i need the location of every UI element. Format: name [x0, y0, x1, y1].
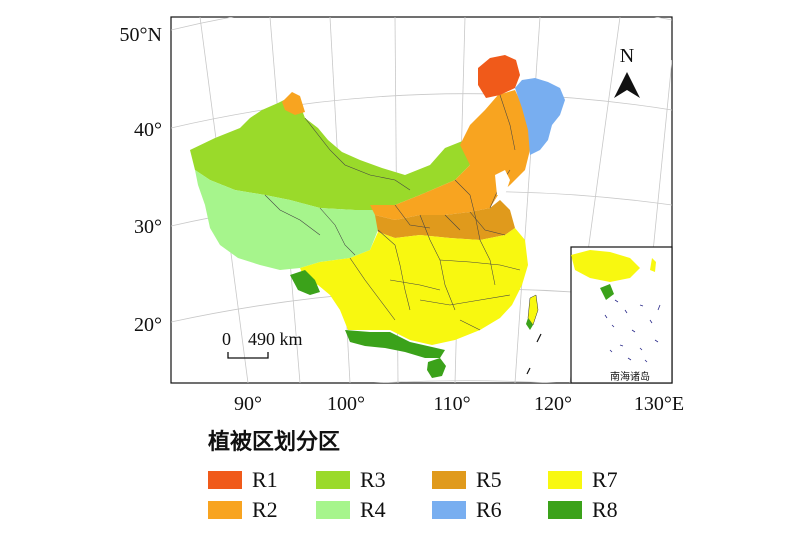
lat-label-20: 20°: [134, 314, 162, 336]
legend-item-r1: R1: [208, 467, 278, 492]
region-r1: [478, 55, 520, 98]
region-r8-south: [345, 330, 445, 358]
island-mark: [536, 333, 542, 343]
legend-label: R7: [592, 467, 618, 492]
legend-swatch: [548, 471, 582, 489]
region-taiwan-south: [526, 318, 533, 330]
region-r8: [290, 270, 320, 295]
lon-label-110: 110°: [433, 393, 470, 415]
legend-swatch: [316, 471, 350, 489]
legend-swatch: [208, 501, 242, 519]
bohai-sea: [495, 170, 510, 195]
legend-swatch: [548, 501, 582, 519]
legend-item-r5: R5: [432, 467, 502, 492]
legend-item-r4: R4: [316, 497, 386, 522]
legend-label: R3: [360, 467, 386, 492]
region-r8-hainan: [427, 358, 446, 378]
north-label: N: [620, 45, 634, 67]
lon-label-130: 130°E: [634, 393, 684, 415]
legend-swatch: [316, 501, 350, 519]
lon-label-100: 100°: [327, 393, 365, 415]
legend-title: 植被区划分区: [208, 430, 341, 455]
legend-item-r2: R2: [208, 497, 278, 522]
vegetation-regions: [190, 55, 565, 378]
north-arrow: N: [614, 45, 640, 98]
island-mark: [526, 367, 531, 375]
region-r2: [370, 90, 530, 220]
legend-swatch: [208, 471, 242, 489]
legend-label: R8: [592, 497, 618, 522]
legend-swatch: [432, 501, 466, 519]
inset-map: [571, 250, 661, 363]
legend-item-r7: R7: [548, 467, 618, 492]
region-r6: [515, 78, 565, 155]
lon-label-90: 90°: [234, 393, 262, 415]
scale-distance: 490 km: [248, 329, 303, 349]
legend-swatch: [432, 471, 466, 489]
legend-item-r6: R6: [432, 497, 502, 522]
legend-label: R1: [252, 467, 278, 492]
scale-zero: 0: [222, 329, 231, 349]
legend-label: R4: [360, 497, 386, 522]
region-r7: [300, 228, 528, 345]
legend-label: R5: [476, 467, 502, 492]
region-r3: [190, 96, 470, 210]
legend-item-r8: R8: [548, 497, 618, 522]
legend-item-r3: R3: [316, 467, 386, 492]
lat-label-40: 40°: [134, 119, 162, 141]
province-boundaries: [264, 94, 521, 331]
lat-label-30: 30°: [134, 216, 162, 238]
legend-label: R6: [476, 497, 502, 522]
legend-label: R2: [252, 497, 278, 522]
lat-label-50: 50°N: [120, 24, 162, 46]
region-r5: [375, 200, 515, 240]
region-taiwan: [527, 294, 539, 326]
region-r2-nw: [282, 92, 305, 115]
scale-bar: 0 490 km: [222, 329, 303, 359]
inset-label: 南海诸岛: [610, 370, 650, 383]
lon-label-120: 120°: [534, 393, 572, 415]
region-r4: [195, 170, 378, 270]
